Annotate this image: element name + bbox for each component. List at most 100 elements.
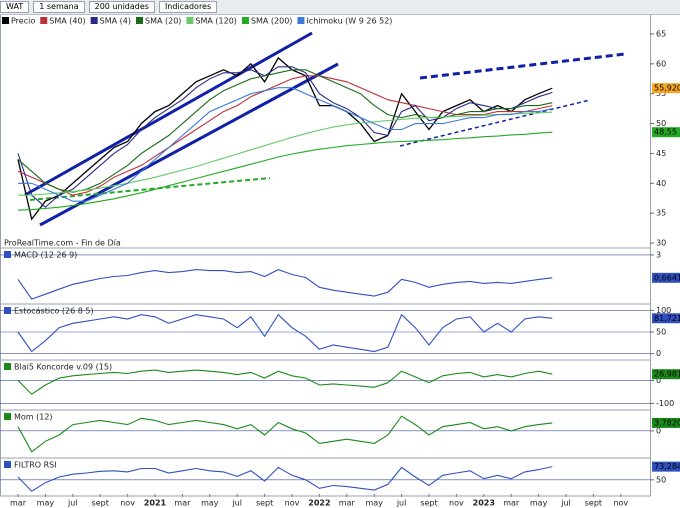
x-tick-label: may <box>201 499 219 508</box>
value-label: 48,55 <box>654 128 677 137</box>
x-tick-label: 2022 <box>308 499 330 508</box>
panel-icon <box>4 307 11 314</box>
legend-swatch <box>186 17 194 24</box>
panel-icon <box>4 251 11 258</box>
panel-icon <box>4 363 11 370</box>
x-tick-label: jul <box>560 499 571 508</box>
x-tick-label: sept <box>256 499 273 508</box>
x-tick-label: nov <box>449 499 464 508</box>
x-tick-label: nov <box>120 499 135 508</box>
legend-swatch <box>135 17 143 24</box>
value-tag <box>652 417 680 428</box>
y-tick-label: 0 <box>656 376 661 385</box>
x-tick-label: 2021 <box>144 499 167 508</box>
y-tick-label: 50 <box>656 475 666 484</box>
value-label: 81,7218 <box>654 314 680 323</box>
series-line <box>17 66 553 208</box>
value-tag <box>652 369 680 380</box>
panel-title: FILTRO RSI <box>14 461 57 470</box>
value-label: 3,7820 <box>654 418 680 427</box>
panel-icon <box>4 461 11 468</box>
legend-label: SMA (120) <box>195 17 237 26</box>
symbol[interactable]: WAT <box>0 1 30 13</box>
value-tag <box>652 127 680 138</box>
legend-swatch <box>297 17 305 24</box>
value-label: 73,284 <box>654 462 680 471</box>
trendlines <box>24 31 626 227</box>
y-tick-label: 100 <box>656 306 671 315</box>
legend-label: SMA (200) <box>251 17 293 26</box>
x-tick-label: mar <box>174 499 191 508</box>
watermark: ProRealTime.com - Fin de Día <box>4 239 121 248</box>
toolbar: WAT 1 semana 200 unidades Indicadores <box>0 0 680 15</box>
series-line <box>18 111 553 196</box>
legend-label: Ichimoku (W 9 26 52) <box>306 17 392 26</box>
legend-label: SMA (4) <box>100 17 131 26</box>
indicators[interactable]: Indicadores <box>158 1 218 13</box>
y-tick-label: 60 <box>656 59 666 68</box>
series-line <box>17 369 553 395</box>
series-line <box>17 131 553 211</box>
x-tick-label: 2023 <box>473 499 495 508</box>
y-tick-label: 50 <box>656 328 666 337</box>
series-line <box>17 415 553 453</box>
x-tick-label: sept <box>92 499 109 508</box>
series-line <box>17 69 553 193</box>
legend-label: Precio <box>11 17 35 26</box>
x-tick-label: jul <box>396 499 407 508</box>
value-tag <box>652 272 680 283</box>
x-tick-label: jul <box>231 499 242 508</box>
y-tick-label: 0 <box>656 349 661 358</box>
y-tick-label: 3 <box>656 250 661 259</box>
x-tick-label: may <box>365 499 383 508</box>
y-tick-label: 45 <box>656 149 666 158</box>
series-line <box>17 466 553 492</box>
x-tick-label: jul <box>67 499 78 508</box>
value-label: 0,6641 <box>654 273 680 282</box>
legend-swatch <box>40 17 48 24</box>
legend-label: SMA (40) <box>49 17 85 26</box>
y-tick-label: -100 <box>656 399 674 408</box>
x-tick-label: nov <box>285 499 300 508</box>
panel-title: Mom (12) <box>14 413 53 422</box>
series-line <box>17 313 553 353</box>
value-label: 26,981 <box>654 370 680 379</box>
value-tag <box>652 313 680 324</box>
legend-swatch <box>241 17 249 24</box>
x-tick-label: mar <box>339 499 356 508</box>
panel-title: Estocástico (26 8 5) <box>14 307 94 316</box>
x-tick-label: may <box>37 499 55 508</box>
legend-swatch <box>90 17 98 24</box>
y-tick-label: 65 <box>656 29 666 38</box>
legend-swatch <box>2 17 9 24</box>
x-tick-label: sept <box>585 499 602 508</box>
value-label: 55,920 <box>654 84 680 93</box>
y-tick-label: 50 <box>656 119 666 128</box>
x-tick-label: mar <box>503 499 520 508</box>
legend-label: SMA (20) <box>145 17 181 26</box>
value-tag <box>652 461 680 472</box>
series-line <box>18 87 553 202</box>
y-tick-label: 30 <box>656 239 666 248</box>
units[interactable]: 200 unidades <box>88 1 155 13</box>
series-line <box>17 269 553 300</box>
y-tick-label: 40 <box>656 179 666 188</box>
series-line <box>17 75 553 196</box>
panel <box>0 457 651 497</box>
x-tick-label: sept <box>420 499 437 508</box>
x-tick-label: nov <box>613 499 628 508</box>
panel-title: MACD (12 26 9) <box>14 251 77 260</box>
y-tick-label: 35 <box>656 209 666 218</box>
x-tick-label: may <box>530 499 548 508</box>
y-tick-label: 55 <box>656 89 666 98</box>
period[interactable]: 1 semana <box>33 1 85 13</box>
x-tick-label: mar <box>10 499 27 508</box>
value-tag <box>652 83 680 94</box>
y-tick-label: 0 <box>656 426 661 435</box>
series-line <box>17 56 553 221</box>
panel-title: Blai5 Koncorde v.09 (15) <box>14 363 112 372</box>
panel-icon <box>4 413 11 420</box>
